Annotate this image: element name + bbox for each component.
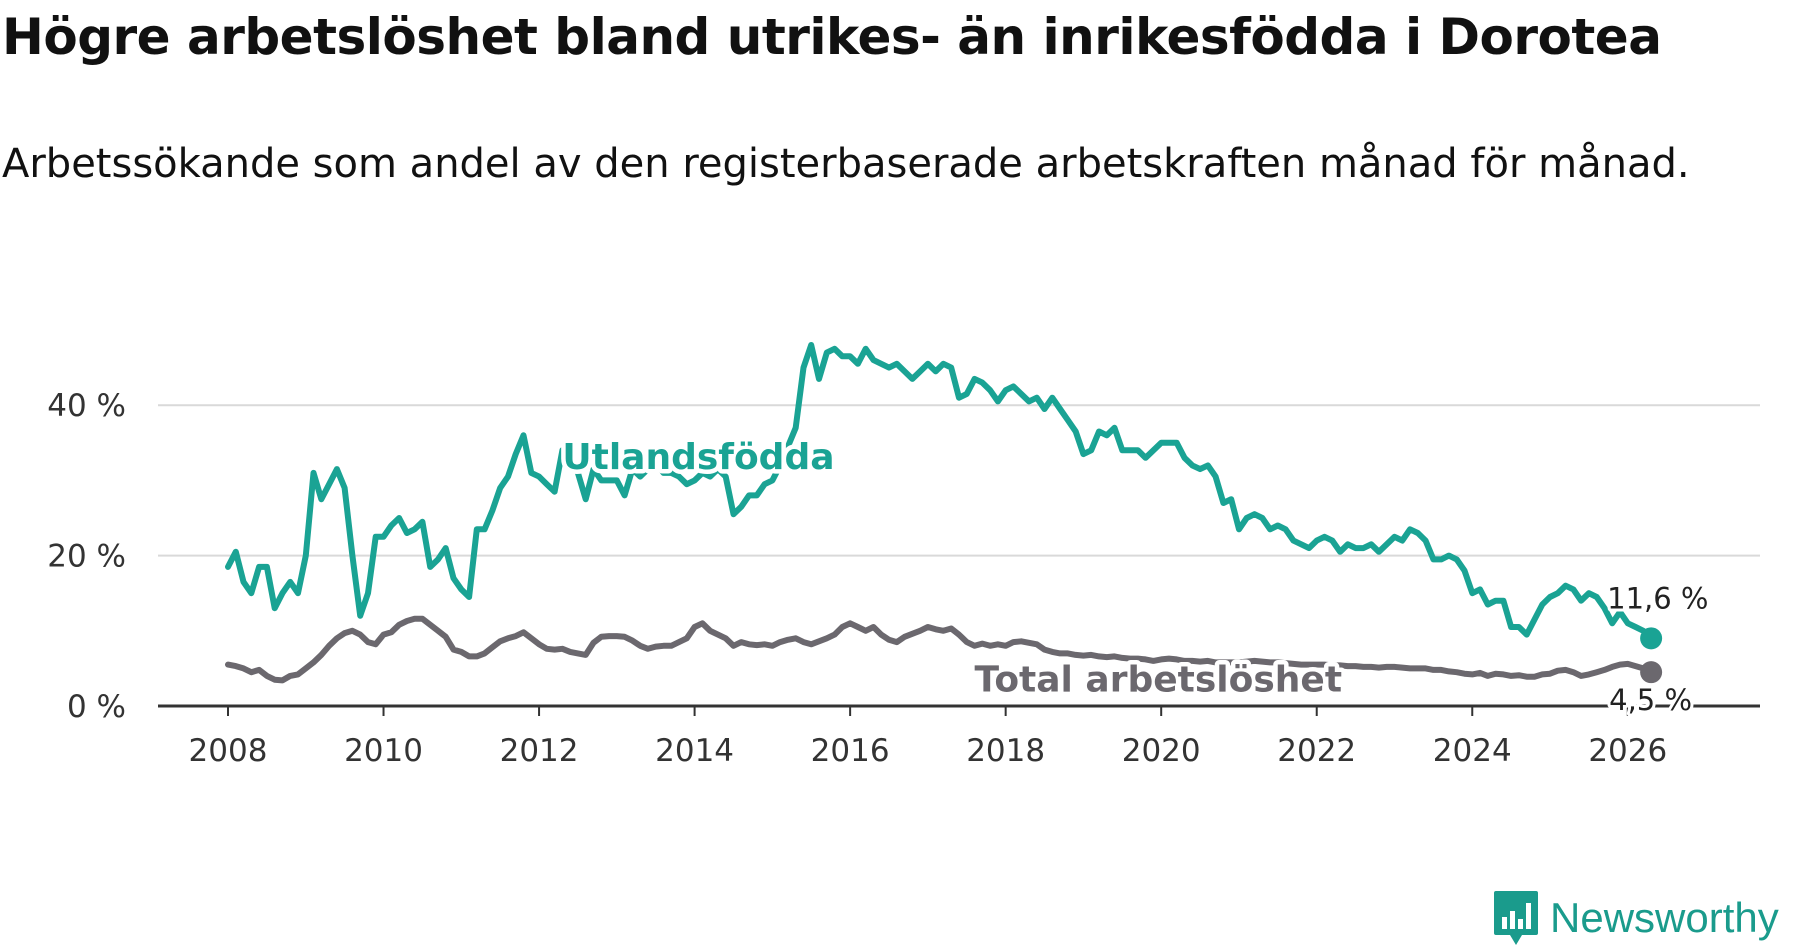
series-labels: Utlandsfödda Total arbetslöshet 11,6 % 4,5 … <box>558 433 1712 721</box>
x-tick-label: 2008 <box>189 733 268 769</box>
series-line-total <box>225 615 1655 684</box>
x-tick-label: 2016 <box>811 733 890 769</box>
y-tick-label: 40 % <box>47 388 126 424</box>
x-axis: 2008 2010 2012 2014 2016 2018 2020 2022 2024 2026 <box>158 704 1760 769</box>
y-tick-label: 0 % <box>67 689 126 725</box>
brand-name: Newsworthy <box>1550 894 1779 941</box>
x-tick-label: 2020 <box>1122 733 1201 769</box>
x-tick-label: 2010 <box>344 733 423 769</box>
newsworthy-logo-icon <box>1494 891 1538 945</box>
grid-lines <box>158 404 1760 557</box>
series-lines <box>225 342 1663 684</box>
x-tick-label: 2018 <box>966 733 1045 769</box>
x-tick-label: 2024 <box>1433 733 1512 769</box>
x-tick-label: 2012 <box>500 733 579 769</box>
series-label-utlandsfodda: Utlandsfödda <box>562 437 834 478</box>
end-value-utlandsfodda: 11,6 % <box>1607 581 1708 615</box>
series-end-point <box>1640 627 1663 650</box>
x-tick-label: 2022 <box>1277 733 1356 769</box>
x-tick-label: 2014 <box>655 733 734 769</box>
y-tick-label: 20 % <box>47 539 126 575</box>
chart-subtitle: Arbetssökande som andel av den registerb… <box>2 141 1690 187</box>
series-label-total: Total arbetslöshet <box>975 660 1343 701</box>
series-end-point <box>1640 661 1663 684</box>
end-value-total: 4,5 % <box>1609 683 1692 717</box>
y-axis-ticks: 0 % 20 % 40 % <box>47 388 126 725</box>
newsworthy-brand: Newsworthy <box>1492 888 1779 948</box>
series-line-utlandsfodda <box>225 342 1655 642</box>
x-tick-label: 2026 <box>1588 733 1667 769</box>
chart-title: Högre arbetslöshet bland utrikes- än inr… <box>2 8 1662 66</box>
